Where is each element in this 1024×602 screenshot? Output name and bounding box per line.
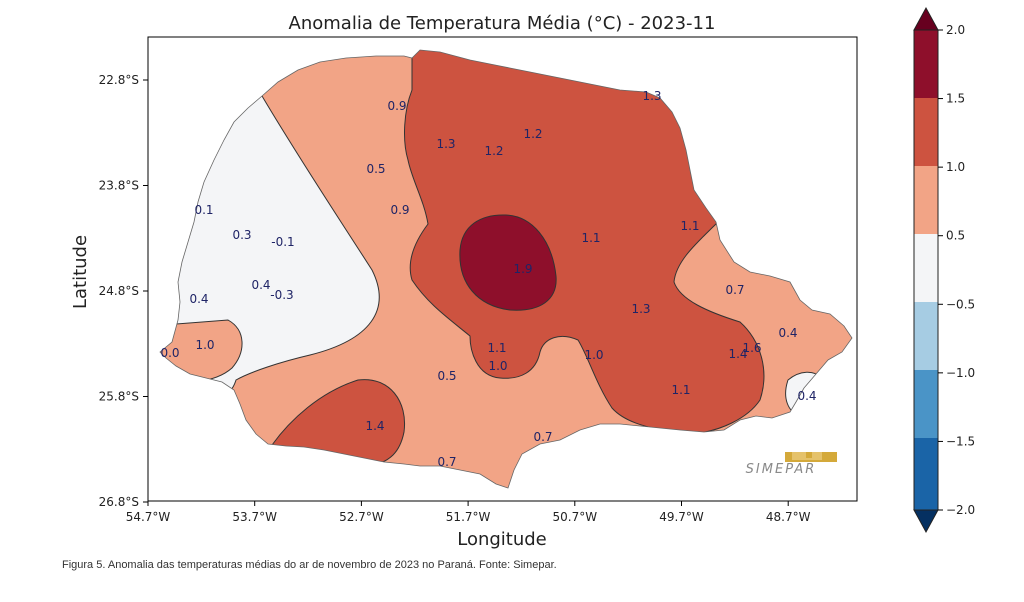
region-central-warm [404, 50, 765, 435]
contour-label: 1.2 [484, 144, 503, 158]
contour-label: 1.3 [631, 302, 650, 316]
state-outline [159, 49, 853, 489]
contour-label: 1.0 [195, 338, 214, 352]
y-tick-label: 25.8°S [99, 390, 139, 404]
contour-label: 1.4 [365, 419, 384, 433]
region-center-hotspot [459, 214, 557, 311]
colorbar-bottom-extension [913, 509, 939, 534]
x-tick-label: 49.7°W [659, 510, 704, 524]
x-axis-label: Longitude [457, 529, 547, 550]
contour-label: 1.2 [523, 127, 542, 141]
contour-label: 0.5 [366, 162, 385, 176]
colorbar-tick-label: −1.0 [946, 366, 975, 380]
colorbar-ticks: 2.0 1.5 1.0 0.5 −0.5 −1.0 −1.5 −2.0 [938, 23, 975, 517]
contour-label: 0.3 [232, 228, 251, 242]
x-tick-label: 52.7°W [339, 510, 384, 524]
simepar-logo-notch [792, 452, 822, 460]
contour-label: 0.4 [251, 278, 270, 292]
contour-label: 0.9 [387, 99, 406, 113]
x-tick-label: 51.7°W [446, 510, 491, 524]
colorbar-frame [913, 29, 939, 511]
contour-label: 1.9 [513, 262, 532, 276]
colorbar-tick-label: 1.0 [946, 160, 965, 174]
contour-label: 0.4 [778, 326, 797, 340]
colorbar-band [914, 370, 938, 438]
contour-label: 0.7 [533, 430, 552, 444]
contour-labels: 0.9 1.3 1.2 1.2 1.3 0.5 0.9 0.1 0.3 -0.1… [160, 89, 816, 469]
parana-state [160, 50, 852, 488]
contour-label: 0.7 [437, 455, 456, 469]
colorbar: 2.0 1.5 1.0 0.5 −0.5 −1.0 −1.5 −2.0 [913, 6, 975, 534]
contour-label: 1.4 [728, 347, 747, 361]
contour-label: -0.1 [271, 235, 294, 249]
colorbar-band [914, 302, 938, 370]
colorbar-band [914, 234, 938, 302]
simepar-logo: SIMEPAR [746, 452, 837, 477]
contour-label: 1.3 [642, 89, 661, 103]
contour-label: 1.0 [584, 348, 603, 362]
contour-label: 1.1 [581, 231, 600, 245]
contour-label: 0.9 [390, 203, 409, 217]
y-axis-ticks: 22.8°S 23.8°S 24.8°S 25.8°S 26.8°S [99, 73, 148, 509]
contour-label: 1.1 [680, 219, 699, 233]
x-tick-label: 50.7°W [553, 510, 598, 524]
contour-label: 0.4 [189, 292, 208, 306]
contour-label: 1.1 [671, 383, 690, 397]
contour-label: 0.7 [725, 283, 744, 297]
x-axis-ticks: 54.7°W 53.7°W 52.7°W 51.7°W 50.7°W 49.7°W 48.7… [126, 501, 811, 524]
figure-caption: Figura 5. Anomalia das temperaturas médi… [62, 559, 557, 571]
y-tick-label: 26.8°S [99, 495, 139, 509]
x-tick-label: 54.7°W [126, 510, 171, 524]
contour-label: 1.0 [488, 359, 507, 373]
contour-label: 1.3 [436, 137, 455, 151]
simepar-logo-mark [785, 452, 837, 462]
y-axis-label: Latitude [70, 235, 91, 309]
colorbar-tick-label: −0.5 [946, 297, 975, 311]
contour-label: 1.1 [487, 341, 506, 355]
y-tick-label: 23.8°S [99, 179, 139, 193]
simepar-logo-text: SIMEPAR [746, 462, 817, 477]
contour-label: 0.0 [160, 346, 179, 360]
x-tick-label: 53.7°W [232, 510, 277, 524]
colorbar-tick-label: 2.0 [946, 23, 965, 37]
contour-label: 0.1 [194, 203, 213, 217]
colorbar-band [914, 98, 938, 166]
map-title: Anomalia de Temperatura Média (°C) - 202… [289, 13, 716, 34]
y-tick-label: 22.8°S [99, 73, 139, 87]
contour-label: -0.3 [270, 288, 293, 302]
colorbar-band [914, 30, 938, 98]
x-tick-label: 48.7°W [766, 510, 811, 524]
contour-label: 0.4 [797, 389, 816, 403]
colorbar-tick-label: 1.5 [946, 92, 965, 106]
colorbar-tick-label: −2.0 [946, 503, 975, 517]
colorbar-tick-label: −1.5 [946, 434, 975, 448]
colorbar-tick-label: 0.5 [946, 229, 965, 243]
colorbar-band [914, 166, 938, 234]
colorbar-top-extension [913, 6, 939, 31]
colorbar-band [914, 438, 938, 510]
contour-label: 1.6 [742, 341, 761, 355]
contour-label: 0.5 [437, 369, 456, 383]
y-tick-label: 24.8°S [99, 284, 139, 298]
